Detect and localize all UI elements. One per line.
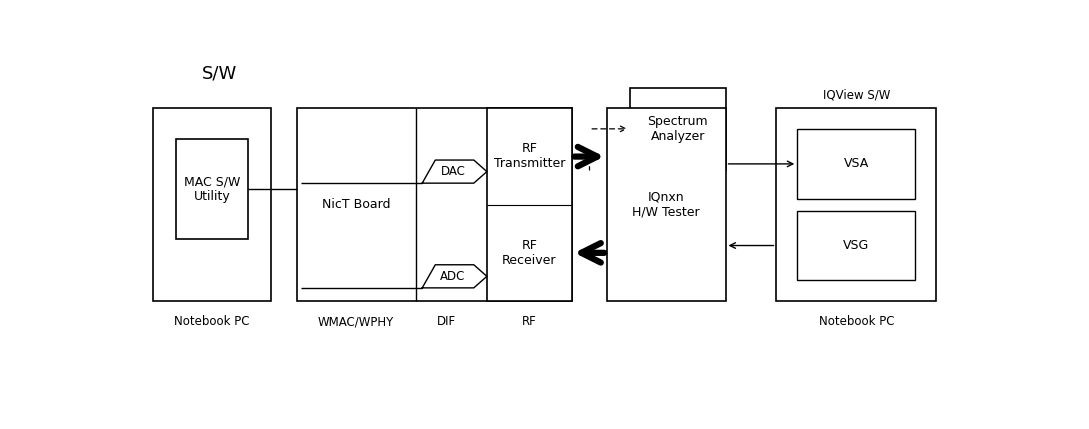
Text: VSG: VSG xyxy=(843,239,870,252)
Text: DAC: DAC xyxy=(441,165,465,178)
Text: Notebook PC: Notebook PC xyxy=(174,315,249,328)
Bar xyxy=(607,109,725,301)
Text: RF: RF xyxy=(522,315,537,328)
Bar xyxy=(152,109,271,301)
Text: RF
Transmitter: RF Transmitter xyxy=(493,142,565,170)
Text: NicT Board: NicT Board xyxy=(321,198,390,211)
Bar xyxy=(797,211,915,280)
Bar xyxy=(631,88,725,170)
Text: ADC: ADC xyxy=(440,270,466,283)
Text: IQnxn
H/W Tester: IQnxn H/W Tester xyxy=(633,191,700,219)
Text: S/W: S/W xyxy=(203,65,237,83)
Bar xyxy=(487,109,572,301)
Text: VSA: VSA xyxy=(844,157,869,170)
Text: MAC S/W
Utility: MAC S/W Utility xyxy=(184,175,241,203)
Text: Spectrum
Analyzer: Spectrum Analyzer xyxy=(648,115,708,143)
Bar xyxy=(797,129,915,199)
Text: DIF: DIF xyxy=(438,315,456,328)
Text: WMAC/WPHY: WMAC/WPHY xyxy=(318,315,394,328)
Bar xyxy=(175,139,248,239)
Text: RF
Receiver: RF Receiver xyxy=(502,239,556,267)
Text: IQView S/W: IQView S/W xyxy=(823,88,890,101)
Text: Notebook PC: Notebook PC xyxy=(819,315,894,328)
Bar xyxy=(296,109,572,301)
Bar xyxy=(776,109,935,301)
